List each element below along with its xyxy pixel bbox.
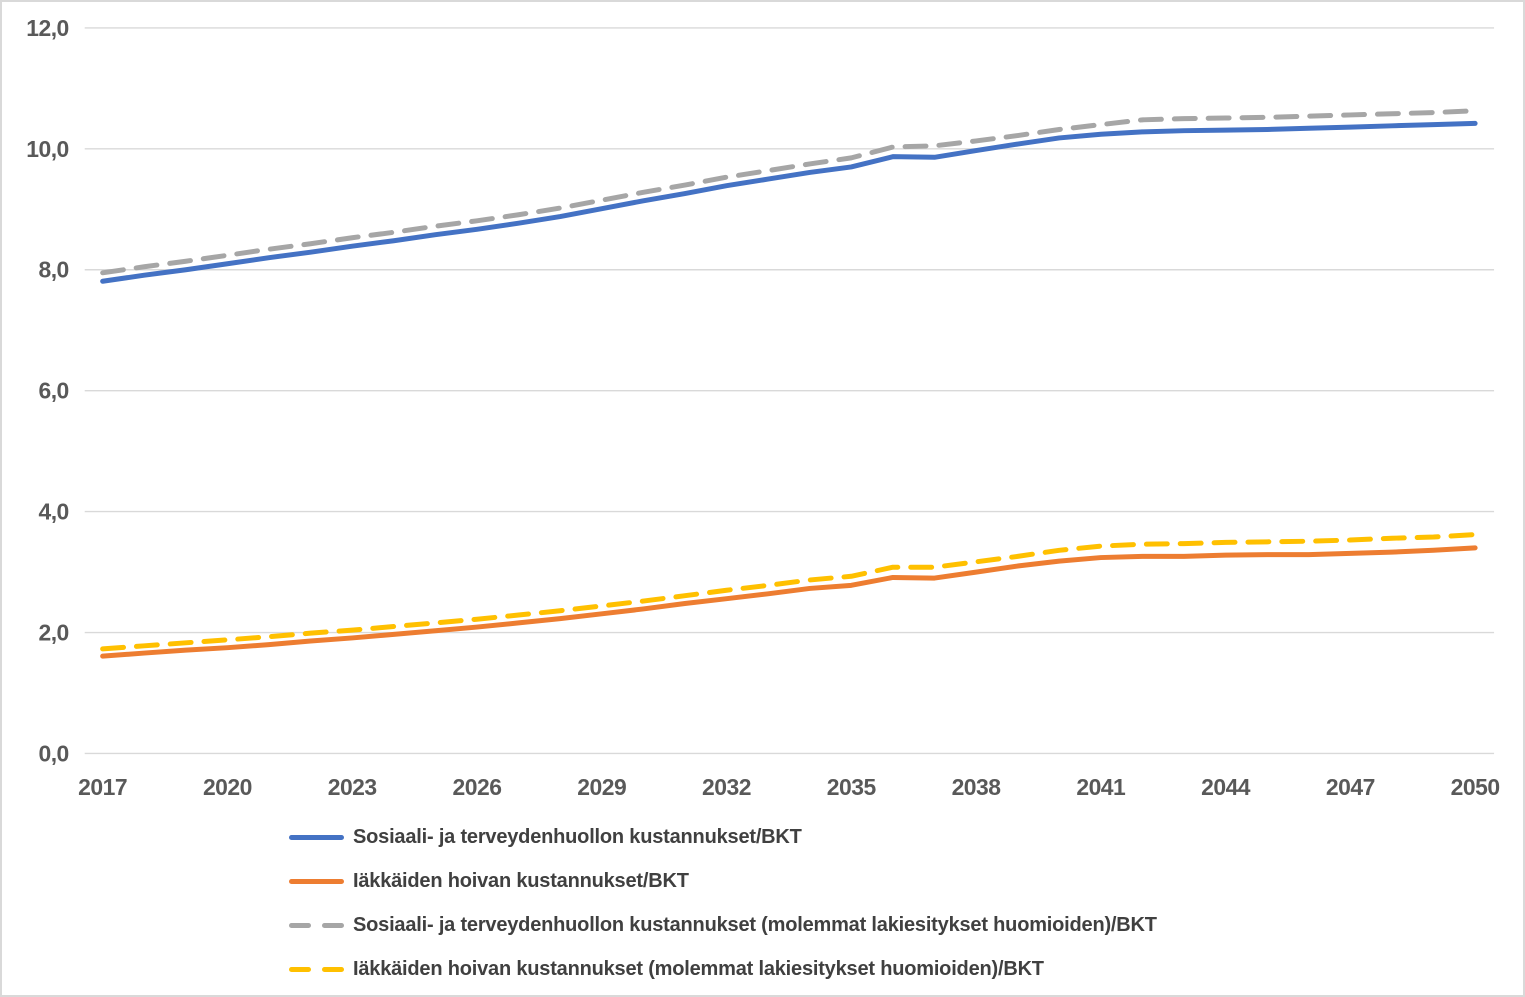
x-tick-label: 2050 [1451,774,1500,800]
x-tick-label: 2047 [1326,774,1375,800]
x-tick-label: 2044 [1201,774,1251,800]
legend-dash-segment [322,922,344,928]
x-tick-label: 2035 [827,774,877,800]
y-tick-label: 8,0 [38,257,68,283]
legend-item: Iäkkäiden hoivan kustannukset (molemmat … [289,947,1157,991]
line-sote-lakiesitykset-bkt [100,108,1478,276]
legend-label: Sosiaali- ja terveydenhuollon kustannuks… [353,913,1157,936]
line-hoiva-bkt [100,545,1478,659]
x-tick-label: 2026 [452,774,501,800]
legend-marker-dashed-gray [289,922,344,928]
legend-item: Iäkkäiden hoivan kustannukset/BKT [289,859,1157,903]
line-sote-bkt [100,120,1478,284]
y-tick-label: 12,0 [26,15,69,41]
legend-label: Iäkkäiden hoivan kustannukset (molemmat … [353,957,1044,980]
legend-marker-dashed-yellow [289,966,344,972]
y-tick-label: 0,0 [38,740,68,766]
x-tick-label: 2023 [328,774,377,800]
legend-dash-segment [289,922,311,928]
legend-line-segment [289,834,344,840]
x-tick-label: 2029 [577,774,626,800]
y-tick-label: 10,0 [26,136,69,162]
legend-dash-segment [289,966,311,972]
x-tick-label: 2041 [1076,774,1126,800]
legend-marker-solid-blue [289,834,344,840]
x-tick-label: 2038 [952,774,1002,800]
legend-label: Iäkkäiden hoivan kustannukset/BKT [353,869,689,892]
chart-legend: Sosiaali- ja terveydenhuollon kustannuks… [289,815,1157,991]
x-tick-label: 2017 [78,774,127,800]
x-tick-label: 2020 [203,774,252,800]
y-tick-label: 2,0 [38,620,68,646]
legend-item: Sosiaali- ja terveydenhuollon kustannuks… [289,815,1157,859]
y-tick-label: 4,0 [38,499,68,525]
legend-item: Sosiaali- ja terveydenhuollon kustannuks… [289,903,1157,947]
y-tick-label: 6,0 [38,378,68,404]
legend-label: Sosiaali- ja terveydenhuollon kustannuks… [353,825,802,848]
legend-dash-segment [322,966,344,972]
legend-line-segment [289,878,344,884]
line-hoiva-lakiesitykset-bkt [100,532,1478,652]
x-tick-label: 2032 [702,774,751,800]
legend-marker-solid-orange [289,878,344,884]
